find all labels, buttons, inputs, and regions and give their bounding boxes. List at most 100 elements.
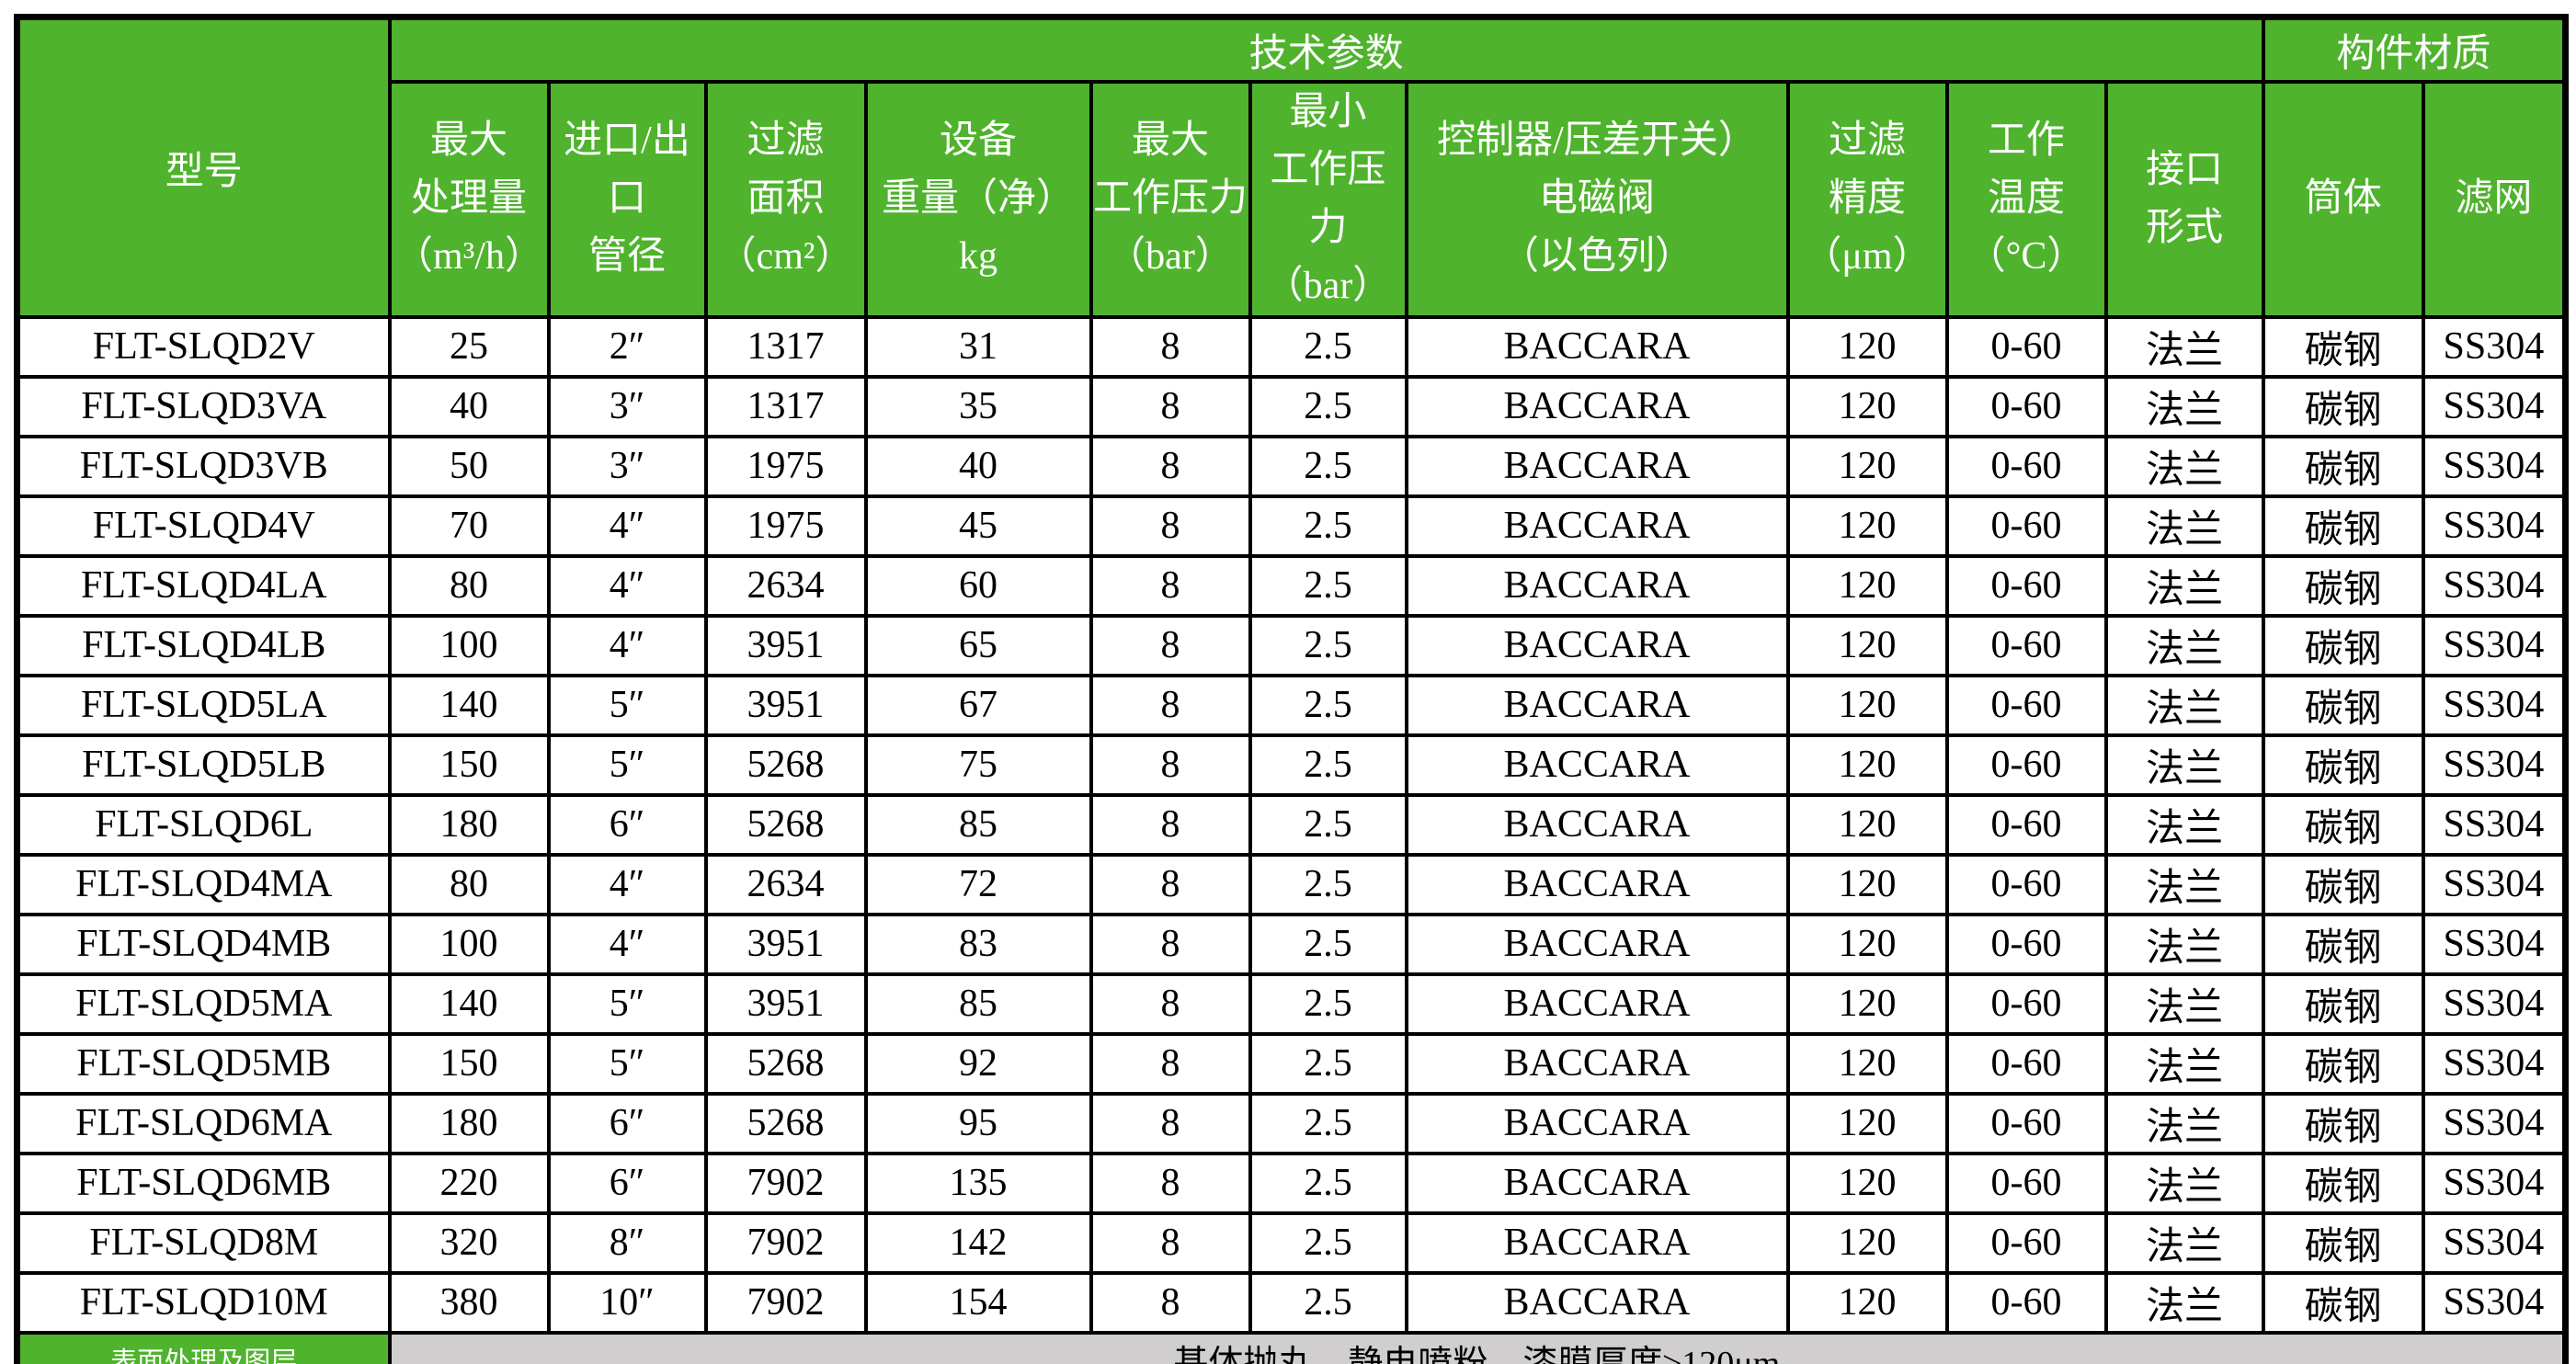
cell-controller: BACCARA: [1404, 792, 1790, 857]
cell-controller: BACCARA: [1404, 972, 1790, 1036]
cell-net-weight: 85: [863, 792, 1093, 857]
cell-min-pressure: 2.5: [1248, 972, 1408, 1036]
cell-net-weight: 60: [863, 553, 1093, 618]
cell-working-temp: 0-60: [1944, 1270, 2108, 1335]
cell-body-material: 碳钢: [2261, 1270, 2425, 1335]
cell-controller: BACCARA: [1404, 733, 1790, 797]
table-row: FLT-SLQD10M 380 10″ 7902 154 8 2.5 BACCA…: [15, 1270, 2568, 1335]
cell-interface-type: 法兰: [2103, 673, 2265, 737]
cell-mesh-material: SS304: [2421, 1211, 2568, 1275]
cell-working-temp: 0-60: [1944, 1091, 2108, 1155]
cell-interface-type: 法兰: [2103, 852, 2265, 916]
cell-body-material: 碳钢: [2261, 1151, 2425, 1215]
cell-model: FLT-SLQD4MB: [15, 912, 392, 976]
cell-body-material: 碳钢: [2261, 972, 2425, 1036]
header-group-material: 构件材质: [2261, 15, 2568, 84]
cell-body-material: 碳钢: [2261, 494, 2425, 558]
cell-working-temp: 0-60: [1944, 912, 2108, 976]
cell-min-pressure: 2.5: [1248, 673, 1408, 737]
cell-max-flow: 40: [387, 374, 551, 438]
cell-max-pressure: 8: [1089, 434, 1252, 498]
cell-interface-type: 法兰: [2103, 613, 2265, 677]
cell-filter-precision: 120: [1785, 613, 1949, 677]
cell-body-material: 碳钢: [2261, 792, 2425, 857]
cell-filter-precision: 120: [1785, 374, 1949, 438]
cell-body-material: 碳钢: [2261, 1211, 2425, 1275]
cell-min-pressure: 2.5: [1248, 912, 1408, 976]
cell-model: FLT-SLQD5MB: [15, 1031, 392, 1096]
cell-filter-area: 3951: [703, 972, 868, 1036]
cell-interface-type: 法兰: [2103, 1151, 2265, 1215]
header-group-tech-params: 技术参数: [387, 15, 2265, 84]
cell-controller: BACCARA: [1404, 852, 1790, 916]
cell-interface-type: 法兰: [2103, 1031, 2265, 1096]
table-row: FLT-SLQD3VB 50 3″ 1975 40 8 2.5 BACCARA …: [15, 434, 2568, 498]
table-row: FLT-SLQD5LB 150 5″ 5268 75 8 2.5 BACCARA…: [15, 733, 2568, 797]
cell-pipe-diameter: 8″: [546, 1211, 708, 1275]
table-row: FLT-SLQD3VA 40 3″ 1317 35 8 2.5 BACCARA …: [15, 374, 2568, 438]
cell-filter-area: 1975: [703, 434, 868, 498]
cell-pipe-diameter: 2″: [546, 314, 708, 379]
cell-max-pressure: 8: [1089, 673, 1252, 737]
cell-model: FLT-SLQD3VA: [15, 374, 392, 438]
cell-interface-type: 法兰: [2103, 1091, 2265, 1155]
table-row: FLT-SLQD4V 70 4″ 1975 45 8 2.5 BACCARA 1…: [15, 494, 2568, 558]
cell-max-flow: 140: [387, 673, 551, 737]
cell-net-weight: 40: [863, 434, 1093, 498]
cell-min-pressure: 2.5: [1248, 1270, 1408, 1335]
cell-mesh-material: SS304: [2421, 792, 2568, 857]
cell-interface-type: 法兰: [2103, 792, 2265, 857]
header-interface-type: 接口 形式: [2103, 79, 2265, 319]
cell-max-flow: 80: [387, 852, 551, 916]
table-row: FLT-SLQD6MB 220 6″ 7902 135 8 2.5 BACCAR…: [15, 1151, 2568, 1215]
cell-max-flow: 150: [387, 1031, 551, 1096]
cell-working-temp: 0-60: [1944, 972, 2108, 1036]
cell-mesh-material: SS304: [2421, 314, 2568, 379]
cell-controller: BACCARA: [1404, 1151, 1790, 1215]
cell-model: FLT-SLQD6L: [15, 792, 392, 857]
cell-filter-precision: 120: [1785, 494, 1949, 558]
cell-min-pressure: 2.5: [1248, 434, 1408, 498]
cell-controller: BACCARA: [1404, 434, 1790, 498]
cell-working-temp: 0-60: [1944, 1151, 2108, 1215]
cell-min-pressure: 2.5: [1248, 553, 1408, 618]
cell-body-material: 碳钢: [2261, 374, 2425, 438]
cell-max-pressure: 8: [1089, 553, 1252, 618]
cell-controller: BACCARA: [1404, 673, 1790, 737]
cell-max-flow: 180: [387, 1091, 551, 1155]
table-row: FLT-SLQD4LA 80 4″ 2634 60 8 2.5 BACCARA …: [15, 553, 2568, 618]
cell-max-flow: 150: [387, 733, 551, 797]
cell-interface-type: 法兰: [2103, 374, 2265, 438]
cell-mesh-material: SS304: [2421, 852, 2568, 916]
cell-filter-area: 3951: [703, 673, 868, 737]
cell-net-weight: 65: [863, 613, 1093, 677]
cell-pipe-diameter: 5″: [546, 1031, 708, 1096]
table-row: FLT-SLQD6L 180 6″ 5268 85 8 2.5 BACCARA …: [15, 792, 2568, 857]
cell-filter-area: 1975: [703, 494, 868, 558]
cell-net-weight: 72: [863, 852, 1093, 916]
cell-max-pressure: 8: [1089, 1031, 1252, 1096]
cell-pipe-diameter: 4″: [546, 852, 708, 916]
cell-filter-area: 3951: [703, 912, 868, 976]
cell-max-flow: 320: [387, 1211, 551, 1275]
cell-model: FLT-SLQD5LA: [15, 673, 392, 737]
cell-net-weight: 154: [863, 1270, 1093, 1335]
cell-working-temp: 0-60: [1944, 434, 2108, 498]
cell-body-material: 碳钢: [2261, 1031, 2425, 1096]
cell-net-weight: 75: [863, 733, 1093, 797]
cell-max-flow: 25: [387, 314, 551, 379]
cell-interface-type: 法兰: [2103, 972, 2265, 1036]
cell-model: FLT-SLQD6MA: [15, 1091, 392, 1155]
cell-filter-precision: 120: [1785, 792, 1949, 857]
cell-mesh-material: SS304: [2421, 374, 2568, 438]
cell-interface-type: 法兰: [2103, 1211, 2265, 1275]
header-min-pressure: 最小 工作压力 （bar）: [1248, 79, 1408, 319]
cell-controller: BACCARA: [1404, 314, 1790, 379]
spec-table: 型号 技术参数 构件材质 最大 处理量 （m³/h） 进口/出 口 管径 过滤 …: [14, 14, 2570, 1364]
cell-working-temp: 0-60: [1944, 553, 2108, 618]
cell-max-pressure: 8: [1089, 314, 1252, 379]
cell-working-temp: 0-60: [1944, 852, 2108, 916]
surface-treatment-value: 基体抛丸 静电喷粉 漆膜厚度≥120μm: [387, 1330, 2568, 1364]
cell-filter-precision: 120: [1785, 434, 1949, 498]
cell-controller: BACCARA: [1404, 613, 1790, 677]
